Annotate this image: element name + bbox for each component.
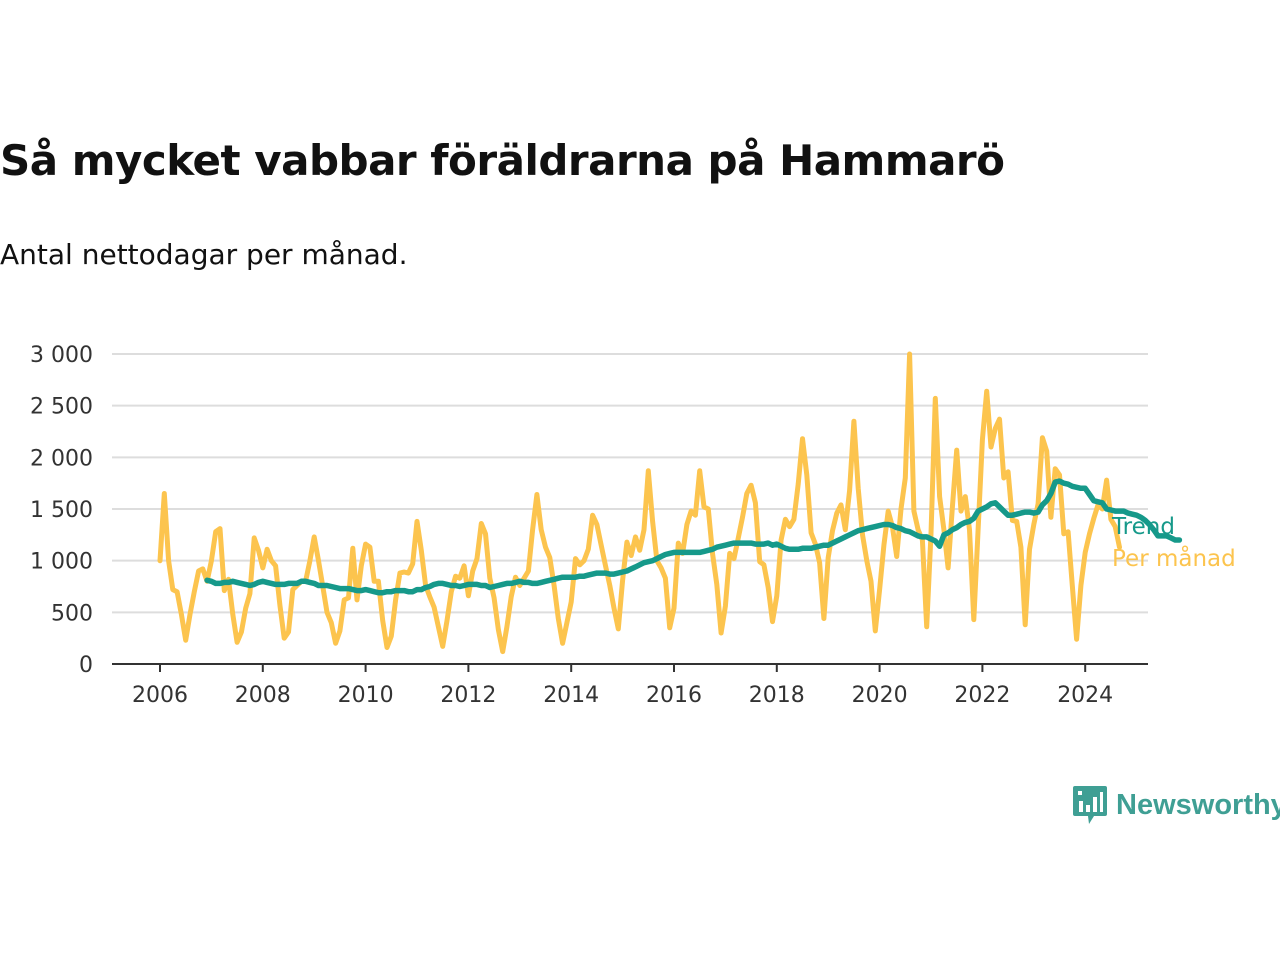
chart-subtitle: Antal nettodagar per månad.	[0, 238, 408, 271]
x-tick-label: 2024	[1057, 683, 1113, 708]
y-axis-tick-labels: 0 500 1 000 1 500 2 000 2 500 3 000	[30, 343, 93, 678]
x-tick-label: 2010	[338, 683, 394, 708]
series-label-per-manad: Per månad	[1112, 544, 1236, 572]
y-tick-label: 3 000	[30, 343, 93, 368]
grid-lines	[112, 353, 1148, 614]
series-label-trend: Trend	[1111, 514, 1175, 540]
newsworthy-logo-text: Newsworthy	[1116, 788, 1280, 821]
newsworthy-logo: Newsworthy	[1072, 784, 1280, 826]
x-tick-label: 2020	[852, 683, 908, 708]
x-tick-label: 2014	[543, 683, 599, 708]
x-axis	[112, 663, 1148, 672]
x-tick-label: 2022	[954, 683, 1010, 708]
y-tick-label: 2 500	[30, 395, 93, 420]
x-axis-tick-labels: 2006 2008 2010 2012 2014 2016 2018 2020 2022 2024	[132, 683, 1113, 708]
x-tick-label: 2006	[132, 683, 188, 708]
x-tick-label: 2018	[749, 683, 805, 708]
y-tick-label: 2 000	[30, 446, 93, 471]
series-line-per-manad	[157, 351, 1122, 655]
newsworthy-logo-icon	[1073, 786, 1107, 824]
x-tick-label: 2012	[440, 683, 496, 708]
series-lines	[157, 351, 1183, 655]
y-tick-label: 1 500	[30, 498, 93, 523]
y-tick-label: 500	[51, 601, 93, 626]
x-tick-label: 2016	[646, 683, 702, 708]
y-tick-label: 1 000	[30, 550, 93, 575]
series-line-trend	[204, 478, 1183, 596]
y-tick-label: 0	[79, 653, 93, 678]
x-tick-label: 2008	[235, 683, 291, 708]
chart-title: Så mycket vabbar föräldrarna på Hammarö	[0, 136, 1005, 185]
